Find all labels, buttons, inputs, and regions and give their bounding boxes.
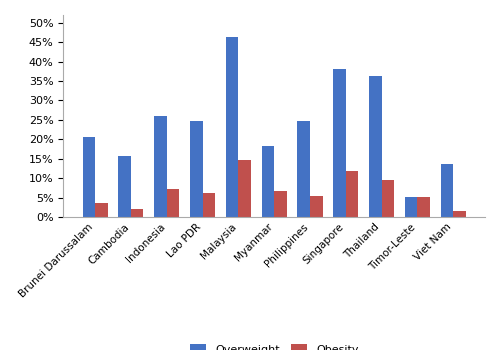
Bar (238, 160, 251, 217)
Bar (82, 136, 95, 217)
Bar (405, 197, 417, 217)
Bar (226, 37, 238, 217)
Bar (418, 197, 430, 217)
Bar (298, 121, 310, 217)
Legend: Overweight, Obesity: Overweight, Obesity (185, 340, 364, 350)
Bar (334, 69, 346, 217)
Bar (131, 209, 143, 217)
Bar (190, 121, 202, 217)
Bar (118, 156, 131, 217)
Bar (166, 189, 179, 217)
Bar (346, 171, 358, 217)
Bar (454, 211, 466, 217)
Bar (369, 76, 382, 217)
Bar (262, 146, 274, 217)
Bar (382, 180, 394, 217)
Bar (95, 203, 108, 217)
Bar (154, 116, 166, 217)
Bar (274, 191, 286, 217)
Bar (441, 164, 454, 217)
Bar (310, 196, 322, 217)
Bar (202, 193, 215, 217)
